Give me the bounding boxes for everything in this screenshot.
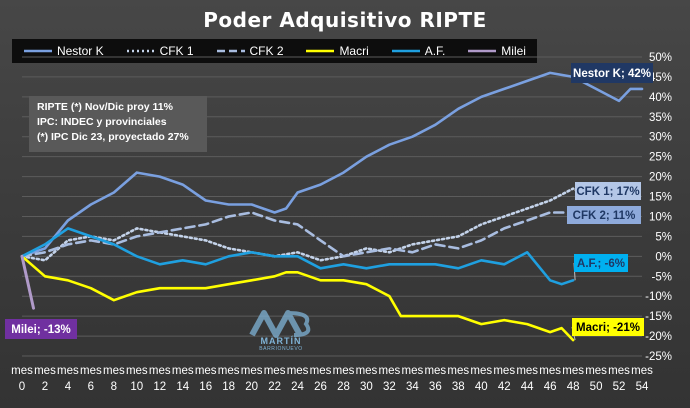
legend-item: CFK 2 bbox=[216, 44, 284, 58]
y-tick-label: 30% bbox=[649, 132, 672, 144]
callout-label: CFK 1; 17% bbox=[576, 186, 639, 198]
legend-swatch bbox=[391, 49, 420, 53]
x-tick-label: mes 12 bbox=[149, 365, 171, 393]
callout-box bbox=[572, 318, 644, 336]
note-line-2: IPC: INDEC y provinciales bbox=[37, 116, 167, 128]
x-tick-label: mes 18 bbox=[218, 365, 240, 393]
y-tick-label: 10% bbox=[649, 211, 672, 223]
watermark-text: MARTÍN bbox=[260, 336, 302, 346]
x-tick-label: mes 32 bbox=[379, 365, 401, 393]
series-line-milei bbox=[20, 254, 35, 310]
x-tick-label: mes 8 bbox=[103, 365, 125, 393]
callout-box bbox=[574, 254, 628, 272]
x-tick-label: mes 2 bbox=[34, 365, 56, 393]
note-box: RIPTE (*) Nov/Dic proy 11% IPC: INDEC y … bbox=[29, 96, 207, 152]
chart-legend: Nestor K CFK 1 CFK 2 Macri A.F. Milei bbox=[12, 39, 537, 63]
x-tick-label: mes 6 bbox=[80, 365, 102, 393]
y-tick-label: -5% bbox=[652, 271, 672, 283]
chart-title: Poder Adquisitivo RIPTE bbox=[203, 8, 487, 32]
x-tick-label: mes 46 bbox=[539, 365, 561, 393]
legend-label: Milei bbox=[501, 44, 526, 58]
legend-item: CFK 1 bbox=[126, 44, 194, 58]
note-line-1: RIPTE (*) Nov/Dic proy 11% bbox=[37, 101, 173, 113]
y-tick-label: 15% bbox=[649, 192, 672, 204]
watermark-logo-icon bbox=[249, 310, 311, 338]
x-tick-label: mes 24 bbox=[287, 365, 309, 393]
callout-box bbox=[575, 182, 641, 200]
x-tick-label: mes 48 bbox=[562, 365, 584, 393]
x-tick-label: mes 36 bbox=[424, 365, 446, 393]
callout-box bbox=[567, 206, 641, 224]
y-tick-label: -15% bbox=[645, 311, 672, 323]
y-tick-label: 35% bbox=[649, 112, 672, 124]
legend-label: A.F. bbox=[424, 44, 446, 58]
series-line-macri bbox=[20, 254, 575, 342]
callout-label: A.F.; -6% bbox=[577, 258, 625, 270]
x-tick-label: mes 0 bbox=[11, 365, 33, 393]
x-tick-label: mes 54 bbox=[631, 365, 653, 393]
callout-label: Macri; -21% bbox=[576, 322, 640, 334]
x-tick-label: mes 22 bbox=[264, 365, 286, 393]
x-tick-label: mes 30 bbox=[356, 365, 378, 393]
x-tick-label: mes 40 bbox=[470, 365, 492, 393]
x-tick-label: mes 44 bbox=[516, 365, 538, 393]
x-tick-label: mes 28 bbox=[333, 365, 355, 393]
x-tick-label: mes 42 bbox=[493, 365, 515, 393]
y-tick-label: -20% bbox=[645, 331, 672, 343]
x-tick-label: mes 38 bbox=[447, 365, 469, 393]
y-tick-label: 5% bbox=[655, 231, 672, 243]
legend-swatch bbox=[306, 49, 335, 53]
legend-swatch bbox=[468, 49, 497, 53]
x-tick-label: mes 16 bbox=[195, 365, 217, 393]
y-tick-label: 25% bbox=[649, 152, 672, 164]
callout-label: Milei; -13% bbox=[11, 324, 70, 336]
callout-box bbox=[5, 319, 77, 339]
x-tick-label: mes 10 bbox=[126, 365, 148, 393]
legend-label: CFK 1 bbox=[159, 44, 194, 58]
x-tick-label: mes 34 bbox=[402, 365, 424, 393]
legend-label: Macri bbox=[339, 44, 369, 58]
x-tick-label: mes 50 bbox=[585, 365, 607, 393]
x-tick-label: mes 52 bbox=[608, 365, 630, 393]
series-line-a-f- bbox=[20, 227, 575, 286]
y-tick-label: 50% bbox=[649, 52, 672, 64]
y-tick-label: 0% bbox=[655, 251, 672, 263]
series-line-nestor-k bbox=[20, 71, 644, 258]
watermark-subtext: BARRIONUEVO bbox=[259, 346, 303, 352]
legend-swatch bbox=[216, 49, 245, 53]
legend-item: A.F. bbox=[391, 44, 446, 58]
legend-label: Nestor K bbox=[56, 44, 104, 58]
x-tick-label: mes 14 bbox=[172, 365, 194, 393]
legend-label: CFK 2 bbox=[249, 44, 284, 58]
x-tick-label: mes 4 bbox=[57, 365, 79, 393]
y-tick-label: 45% bbox=[649, 72, 672, 84]
callout-box bbox=[571, 63, 653, 83]
legend-item: Milei bbox=[467, 44, 526, 58]
series-line-cfk-2 bbox=[20, 211, 575, 258]
legend-swatch bbox=[23, 49, 52, 53]
y-tick-label: 20% bbox=[649, 172, 672, 184]
y-tick-label: 40% bbox=[649, 92, 672, 104]
note-line-3: (*) IPC Dic 23, proyectado 27% bbox=[37, 131, 189, 143]
callout-label: Nestor K; 42% bbox=[573, 68, 651, 80]
x-tick-label: mes 26 bbox=[310, 365, 332, 393]
legend-item: Macri bbox=[305, 44, 369, 58]
legend-item: Nestor K bbox=[23, 44, 104, 58]
x-tick-label: mes 20 bbox=[241, 365, 263, 393]
y-tick-label: -25% bbox=[645, 351, 672, 363]
series-line-cfk-1 bbox=[20, 187, 575, 262]
y-tick-label: -10% bbox=[645, 291, 672, 303]
callout-label: CFK 2; 11% bbox=[573, 210, 636, 222]
